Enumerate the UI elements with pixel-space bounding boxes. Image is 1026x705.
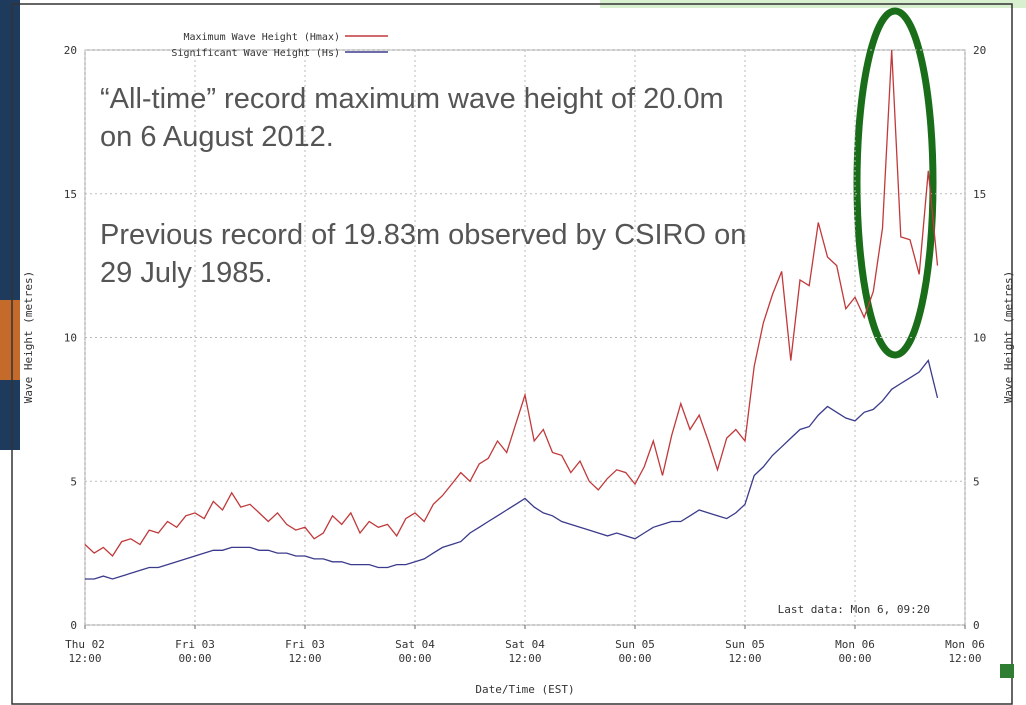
y-tick-label: 20 <box>64 44 77 57</box>
y2-tick-label: 10 <box>973 332 986 345</box>
y2-axis-title: Wave Height (metres) <box>1002 271 1015 403</box>
screen: Wave Height (metres) Wave Height (metres… <box>0 0 1026 705</box>
x-tick-label: Sun 05 12:00 <box>720 638 770 666</box>
bullet <box>1000 664 1014 678</box>
x-tick-label: Fri 03 12:00 <box>280 638 330 666</box>
y-tick-label: 0 <box>70 619 77 632</box>
y2-tick-label: 0 <box>973 619 980 632</box>
x-tick-label: Sat 04 00:00 <box>390 638 440 666</box>
x-tick-label: Thu 02 12:00 <box>60 638 110 666</box>
y2-tick-label: 5 <box>973 475 980 488</box>
x-tick-label: Sun 05 00:00 <box>610 638 660 666</box>
y-axis-title: Wave Height (metres) <box>22 271 35 403</box>
y-tick-label: 15 <box>64 188 77 201</box>
y-tick-label: 10 <box>64 332 77 345</box>
photo-strip <box>0 0 20 450</box>
legend-label: Maximum Wave Height (Hmax) <box>183 32 340 43</box>
x-tick-label: Mon 06 12:00 <box>940 638 990 666</box>
y2-tick-label: 15 <box>973 188 986 201</box>
x-tick-label: Fri 03 00:00 <box>170 638 220 666</box>
last-data: Last data: Mon 6, 09:20 <box>778 603 930 616</box>
legend-label: Significant Wave Height (Hs) <box>171 48 340 59</box>
annotation: Previous record of 19.83m observed by CS… <box>100 216 760 292</box>
y2-tick-label: 20 <box>973 44 986 57</box>
x-axis-title: Date/Time (EST) <box>475 683 574 696</box>
x-tick-label: Mon 06 00:00 <box>830 638 880 666</box>
y-tick-label: 5 <box>70 475 77 488</box>
photo-strip-sunset <box>0 300 20 380</box>
annotation: “All-time” record maximum wave height of… <box>100 80 760 156</box>
x-tick-label: Sat 04 12:00 <box>500 638 550 666</box>
